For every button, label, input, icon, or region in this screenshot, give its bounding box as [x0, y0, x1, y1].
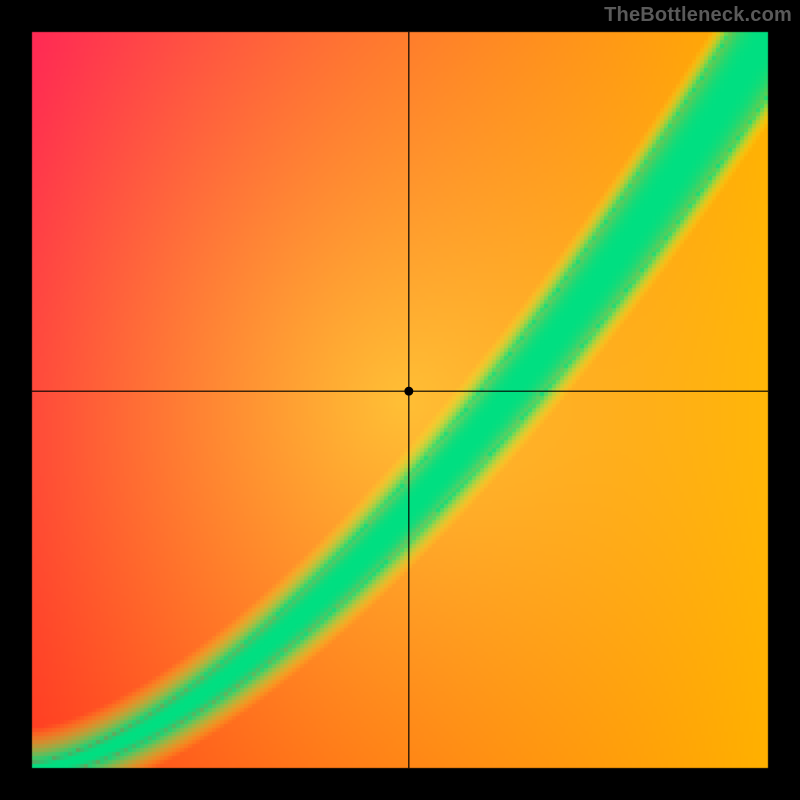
watermark-label: TheBottleneck.com	[604, 4, 792, 27]
chart-container: { "watermark": { "text": "TheBottleneck.…	[0, 0, 800, 800]
bottleneck-heatmap	[0, 0, 800, 800]
